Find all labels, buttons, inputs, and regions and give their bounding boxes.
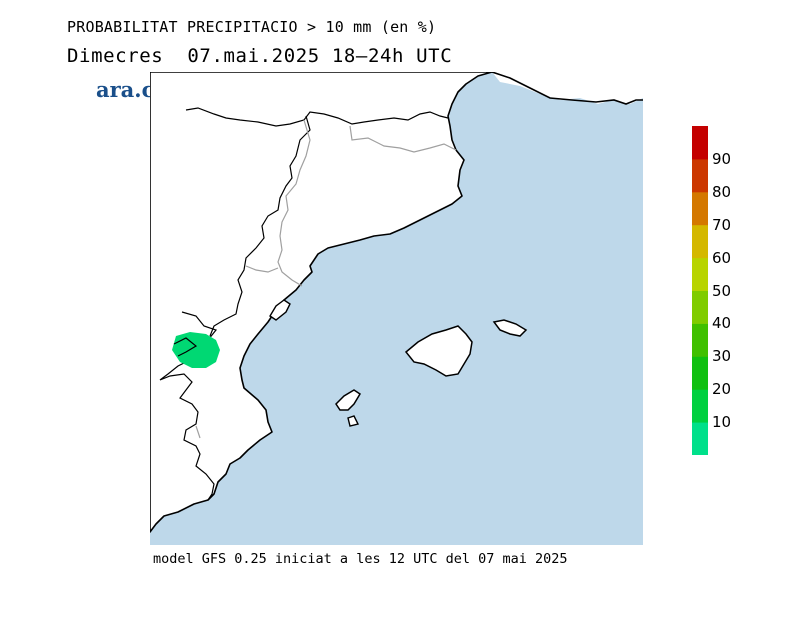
colorbar-label: 50 — [712, 281, 732, 300]
colorbar-swatch — [692, 224, 708, 259]
colorbar-label: 80 — [712, 182, 732, 201]
gulf-lion-coast — [491, 72, 643, 105]
colorbar-swatch — [692, 323, 708, 357]
formentera-island — [347, 415, 360, 427]
colorbar-swatch — [692, 422, 708, 455]
colorbar-swatch — [692, 356, 708, 390]
forecast-map — [150, 72, 643, 545]
west-border — [209, 115, 311, 337]
product-title: PROBABILITAT PRECIPITACIO > 10 mm (en %) — [67, 18, 437, 36]
colorbar-swatch — [692, 191, 708, 226]
colorbar-swatch — [692, 257, 708, 291]
colorbar-label: 60 — [712, 248, 732, 267]
colorbar-label: 10 — [712, 413, 732, 432]
colorbar-label: 20 — [712, 380, 732, 399]
forecast-date: Dimecres 07.mai.2025 18—24h UTC — [67, 45, 453, 67]
mallorca-island — [404, 325, 473, 377]
ebro-delta — [269, 299, 291, 321]
pyrenees-border — [185, 107, 449, 127]
colorbar — [692, 126, 708, 455]
france-area — [150, 72, 643, 104]
colorbar-label: 70 — [712, 215, 732, 234]
colorbar-label: 40 — [712, 314, 732, 333]
colorbar-swatch — [692, 389, 708, 423]
colorbar-label: 90 — [712, 149, 732, 168]
colorbar-swatch — [692, 158, 708, 193]
colorbar-swatch — [692, 126, 708, 160]
colorbar-label: 30 — [712, 347, 732, 366]
menorca-island — [492, 319, 528, 337]
province-borders — [195, 119, 457, 439]
eivissa-island — [335, 389, 362, 411]
precip-area-border — [173, 337, 198, 357]
model-info-footer: model GFS 0.25 iniciat a les 12 UTC del … — [153, 551, 568, 567]
colorbar-swatch — [692, 290, 708, 324]
precip-probability-area — [172, 332, 220, 368]
